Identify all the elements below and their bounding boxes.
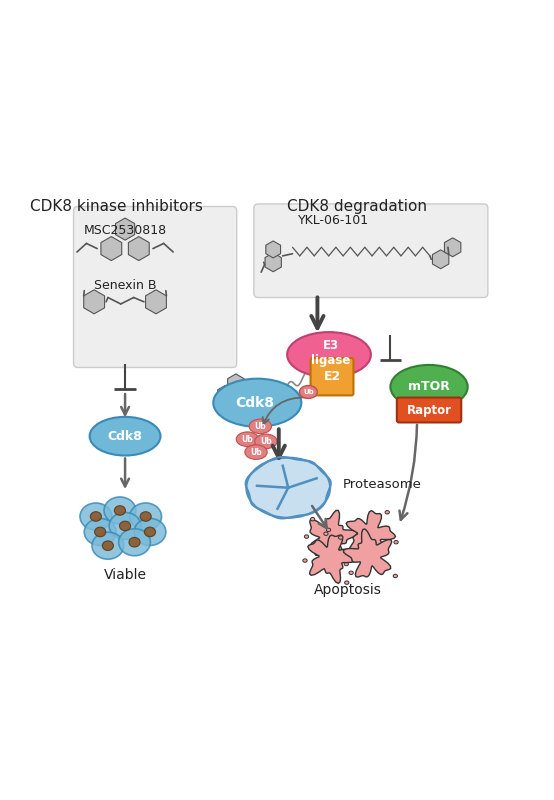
FancyBboxPatch shape — [254, 204, 488, 298]
Polygon shape — [310, 510, 357, 559]
Ellipse shape — [287, 332, 371, 377]
Ellipse shape — [104, 497, 136, 524]
Ellipse shape — [385, 510, 389, 514]
Polygon shape — [129, 237, 149, 261]
Polygon shape — [266, 241, 280, 258]
Text: Ub: Ub — [242, 434, 253, 444]
Text: Cdk8: Cdk8 — [107, 430, 142, 442]
Polygon shape — [115, 218, 135, 240]
Ellipse shape — [351, 558, 355, 562]
Ellipse shape — [213, 378, 301, 426]
Text: Proteasome: Proteasome — [343, 478, 422, 491]
Text: Cdk8: Cdk8 — [235, 396, 274, 410]
Text: Raptor: Raptor — [407, 403, 452, 417]
Polygon shape — [218, 386, 233, 402]
Text: mTOR: mTOR — [408, 380, 450, 394]
Ellipse shape — [109, 513, 141, 539]
Text: Apoptosis: Apoptosis — [314, 583, 381, 598]
Text: YKL-06-101: YKL-06-101 — [297, 214, 369, 227]
Polygon shape — [146, 290, 166, 314]
Ellipse shape — [92, 532, 124, 559]
Ellipse shape — [324, 532, 328, 535]
Polygon shape — [228, 374, 244, 393]
Ellipse shape — [114, 506, 125, 515]
Ellipse shape — [344, 562, 348, 566]
Ellipse shape — [90, 417, 161, 455]
Ellipse shape — [245, 445, 267, 459]
Text: CDK8 kinase inhibitors: CDK8 kinase inhibitors — [30, 198, 203, 214]
Text: E3
ligase: E3 ligase — [311, 339, 351, 367]
Polygon shape — [84, 290, 105, 314]
Ellipse shape — [84, 518, 116, 546]
Text: Ub: Ub — [260, 437, 272, 446]
Ellipse shape — [134, 518, 166, 546]
Polygon shape — [433, 250, 449, 269]
Ellipse shape — [394, 541, 398, 544]
Ellipse shape — [354, 554, 358, 558]
Ellipse shape — [236, 432, 259, 446]
Ellipse shape — [249, 419, 271, 434]
Ellipse shape — [140, 512, 151, 522]
Ellipse shape — [338, 536, 343, 539]
Ellipse shape — [326, 528, 331, 532]
Polygon shape — [343, 529, 392, 577]
Ellipse shape — [345, 581, 349, 584]
Ellipse shape — [80, 503, 112, 530]
Ellipse shape — [352, 553, 357, 557]
Ellipse shape — [129, 538, 140, 547]
FancyBboxPatch shape — [311, 358, 353, 395]
Ellipse shape — [393, 574, 397, 578]
Ellipse shape — [102, 541, 114, 550]
Ellipse shape — [310, 518, 315, 521]
Ellipse shape — [358, 558, 362, 561]
Text: Viable: Viable — [104, 568, 147, 582]
Text: Ub: Ub — [303, 389, 314, 395]
FancyBboxPatch shape — [397, 398, 461, 422]
Text: CDK8 degradation: CDK8 degradation — [287, 198, 427, 214]
Polygon shape — [308, 535, 357, 583]
Ellipse shape — [145, 527, 156, 537]
Ellipse shape — [130, 503, 162, 530]
Ellipse shape — [299, 386, 317, 398]
Text: Ub: Ub — [254, 422, 266, 431]
Text: MSC2530818: MSC2530818 — [84, 224, 167, 237]
Ellipse shape — [95, 527, 106, 537]
Ellipse shape — [304, 535, 309, 538]
Polygon shape — [238, 386, 253, 402]
Ellipse shape — [391, 365, 468, 409]
FancyBboxPatch shape — [74, 206, 237, 367]
Polygon shape — [101, 237, 122, 261]
Ellipse shape — [120, 521, 131, 530]
Ellipse shape — [303, 559, 307, 562]
Ellipse shape — [119, 529, 150, 556]
Text: E2: E2 — [324, 370, 341, 383]
Polygon shape — [346, 510, 396, 560]
Polygon shape — [265, 253, 281, 272]
Text: Senexin B: Senexin B — [94, 279, 156, 293]
Ellipse shape — [90, 512, 101, 522]
Ellipse shape — [255, 434, 277, 449]
Text: Ub: Ub — [250, 447, 262, 457]
Ellipse shape — [349, 571, 353, 574]
Polygon shape — [444, 238, 461, 257]
Ellipse shape — [247, 458, 330, 518]
